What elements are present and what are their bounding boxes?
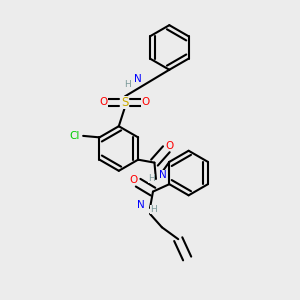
Text: O: O — [141, 98, 150, 107]
Text: H: H — [150, 205, 157, 214]
Text: H: H — [124, 80, 131, 89]
Text: S: S — [121, 96, 128, 109]
Text: O: O — [130, 175, 138, 185]
Text: H: H — [148, 175, 155, 184]
Text: Cl: Cl — [69, 131, 80, 141]
Text: O: O — [100, 98, 108, 107]
Text: O: O — [166, 141, 174, 151]
Text: N: N — [137, 200, 145, 210]
Text: N: N — [159, 169, 166, 179]
Text: N: N — [134, 74, 142, 84]
